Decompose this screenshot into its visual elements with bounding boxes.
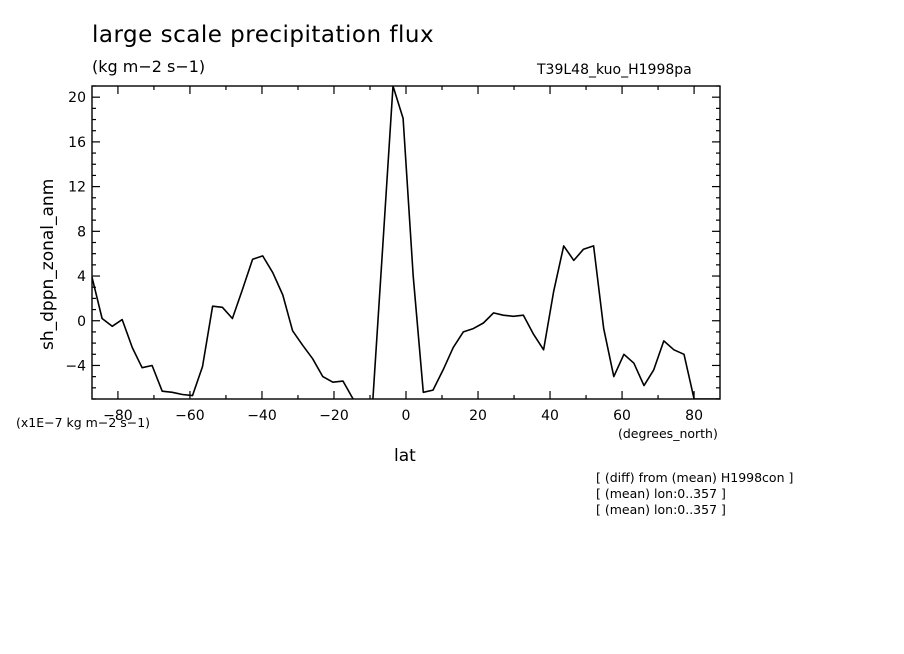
x-tick-label: 20 xyxy=(469,408,487,424)
x-tick-label: −20 xyxy=(319,408,349,424)
note-mean-lon-1: [ (mean) lon:0..357 ] xyxy=(596,486,726,501)
x-axis-label: lat xyxy=(394,446,416,466)
note-diff: [ (diff) from (mean) H1998con ] xyxy=(596,470,794,485)
y-tick-label: 20 xyxy=(68,90,86,106)
axis-ticks xyxy=(92,85,720,400)
x-tick-label: 0 xyxy=(402,408,411,424)
scale-factor-label: (x1E−7 kg m−2 s−1) xyxy=(16,415,151,430)
chart-units: (kg m−2 s−1) xyxy=(92,57,206,76)
plot-frame xyxy=(91,85,721,400)
y-tick-label: 0 xyxy=(77,314,86,330)
x-tick-label: 40 xyxy=(541,408,559,424)
x-tick-label: −60 xyxy=(175,408,205,424)
y-tick-label: 16 xyxy=(68,135,86,151)
series-line xyxy=(92,86,720,399)
x-tick-label: −80 xyxy=(103,408,133,424)
run-name: T39L48_kuo_H1998pa xyxy=(537,62,692,78)
y-tick-label: 12 xyxy=(68,180,86,196)
y-tick-label: 4 xyxy=(77,269,86,285)
y-tick-label: −4 xyxy=(65,358,86,374)
chart-title: large scale precipitation flux xyxy=(92,22,435,48)
y-tick-label: 8 xyxy=(77,224,86,240)
x-axis-units: (degrees_north) xyxy=(618,426,718,441)
x-tick-label: −40 xyxy=(247,408,277,424)
note-mean-lon-2: [ (mean) lon:0..357 ] xyxy=(596,502,726,517)
x-tick-label: 60 xyxy=(613,408,631,424)
x-tick-label: 80 xyxy=(685,408,703,424)
